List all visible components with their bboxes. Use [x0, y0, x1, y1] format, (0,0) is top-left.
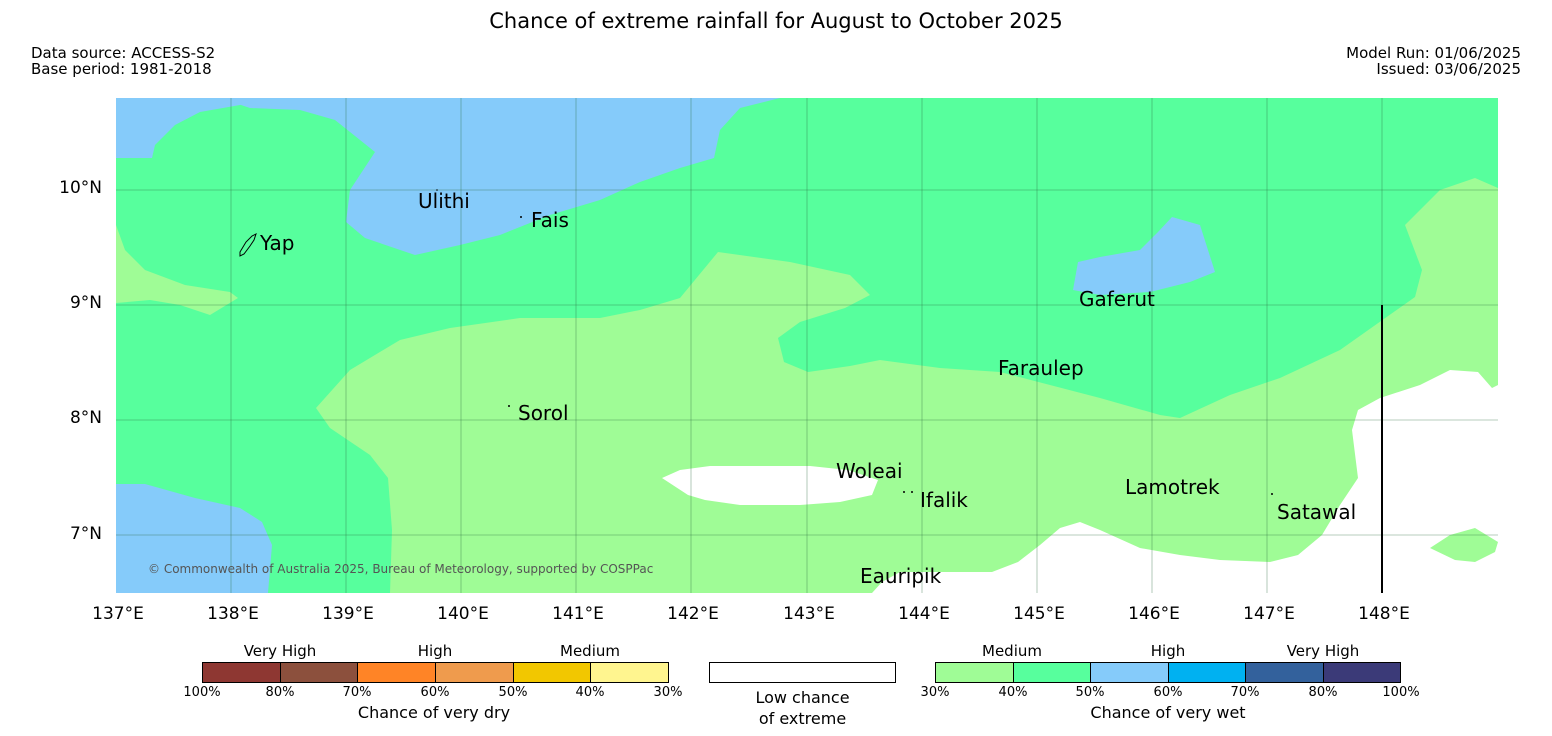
wet-colorbar: [935, 662, 1401, 683]
region-wet-50-60: [220, 98, 780, 255]
dry-legend-title: Chance of very dry: [357, 703, 511, 722]
dry-tick: 50%: [498, 685, 528, 700]
place-label-satawal: Satawal: [1277, 500, 1357, 524]
region-wet-30-40: [1430, 528, 1498, 562]
region-low-chance: [662, 466, 878, 505]
wet-swatch: [1167, 663, 1245, 682]
region-wet-50-60: [1073, 217, 1215, 295]
sorol-island: [508, 405, 510, 407]
lon-label: 144°E: [898, 604, 950, 624]
dry-swatch: [435, 663, 513, 682]
place-label-yap: Yap: [260, 231, 295, 255]
lon-label: 138°E: [207, 604, 259, 624]
lon-label: 137°E: [92, 604, 144, 624]
issued-text: Issued: 03/06/2025: [1376, 60, 1521, 78]
place-label-faraulep: Faraulep: [998, 356, 1084, 380]
fais-island: [520, 216, 522, 218]
copyright-text: © Commonwealth of Australia 2025, Bureau…: [148, 562, 654, 576]
wet-tick: 30%: [920, 685, 950, 700]
dry-tick: 100%: [183, 685, 221, 700]
lon-label: 140°E: [437, 604, 489, 624]
dry-category-high: High: [417, 642, 453, 660]
low-chance-label-line1: Low chance: [755, 688, 850, 707]
base-period-text: Base period: 1981-2018: [31, 60, 212, 78]
lon-label: 145°E: [1013, 604, 1065, 624]
place-label-gaferut: Gaferut: [1079, 287, 1155, 311]
place-label-sorol: Sorol: [518, 401, 569, 425]
lat-label: 10°N: [59, 178, 102, 198]
wet-category-very-high: Very High: [1286, 642, 1360, 660]
lat-label: 7°N: [69, 524, 102, 544]
place-label-ifalik: Ifalik: [920, 488, 968, 512]
dry-colorbar: [202, 662, 669, 683]
satawal-island: [1271, 493, 1273, 495]
lon-label: 141°E: [552, 604, 604, 624]
ulithi-island: [436, 189, 438, 191]
wet-tick: 70%: [1230, 685, 1260, 700]
place-label-lamotrek: Lamotrek: [1125, 475, 1220, 499]
wet-swatch: [1090, 663, 1168, 682]
region-wet-30-40: [316, 178, 1498, 593]
wet-tick: 50%: [1075, 685, 1105, 700]
region-wet-50-60: [116, 484, 272, 593]
region-low-chance: [872, 370, 1498, 593]
low-chance-swatch: [709, 662, 896, 683]
place-label-ulithi: Ulithi: [418, 189, 470, 213]
wet-legend-title: Chance of very wet: [1090, 703, 1246, 722]
lon-label: 148°E: [1358, 604, 1410, 624]
dry-swatch: [512, 663, 591, 682]
wet-swatch: [1245, 663, 1323, 682]
ifalik-island: [911, 491, 913, 493]
region-wet-50-60: [116, 98, 262, 158]
region-wet-30-40: [116, 225, 238, 315]
dry-swatch: [203, 663, 280, 682]
map-title: Chance of extreme rainfall for August to…: [489, 9, 1063, 33]
lon-label: 143°E: [783, 604, 835, 624]
ifalik-island: [903, 491, 905, 493]
place-label-eauripik: Eauripik: [860, 564, 942, 588]
place-label-woleai: Woleai: [836, 459, 903, 483]
yap-island: [239, 233, 257, 257]
wet-tick: 60%: [1153, 685, 1183, 700]
lon-label: 147°E: [1243, 604, 1295, 624]
lon-label: 139°E: [322, 604, 374, 624]
run-info: Model Run: 01/06/2025 Issued: 03/06/2025: [1346, 45, 1521, 77]
wet-tick: 100%: [1382, 685, 1420, 700]
source-info: Data source: ACCESS-S2 Base period: 1981…: [31, 45, 215, 77]
lat-label: 9°N: [69, 293, 102, 313]
dry-tick: 40%: [575, 685, 605, 700]
place-label-fais: Fais: [531, 208, 569, 232]
dry-tick: 30%: [653, 685, 683, 700]
data-source-text: Data source: ACCESS-S2: [31, 44, 216, 62]
wet-swatch: [1012, 663, 1090, 682]
wet-tick: 80%: [1308, 685, 1338, 700]
lat-label: 8°N: [69, 408, 102, 428]
dry-tick: 70%: [342, 685, 372, 700]
wet-category-high: High: [1150, 642, 1186, 660]
dry-category-medium: Medium: [560, 642, 620, 660]
model-run-text: Model Run: 01/06/2025: [1346, 44, 1521, 62]
dry-swatch: [279, 663, 358, 682]
dry-tick: 80%: [265, 685, 295, 700]
dry-swatch: [590, 663, 669, 682]
wet-swatch: [936, 663, 1013, 682]
wet-tick: 40%: [998, 685, 1028, 700]
wet-category-medium: Medium: [982, 642, 1042, 660]
dry-tick: 60%: [420, 685, 450, 700]
lon-label: 142°E: [667, 604, 719, 624]
dry-swatch: [357, 663, 436, 682]
dry-category-very-high: Very High: [243, 642, 317, 660]
lon-label: 146°E: [1128, 604, 1180, 624]
low-chance-label-line2: of extreme: [758, 709, 847, 728]
wet-swatch: [1322, 663, 1400, 682]
